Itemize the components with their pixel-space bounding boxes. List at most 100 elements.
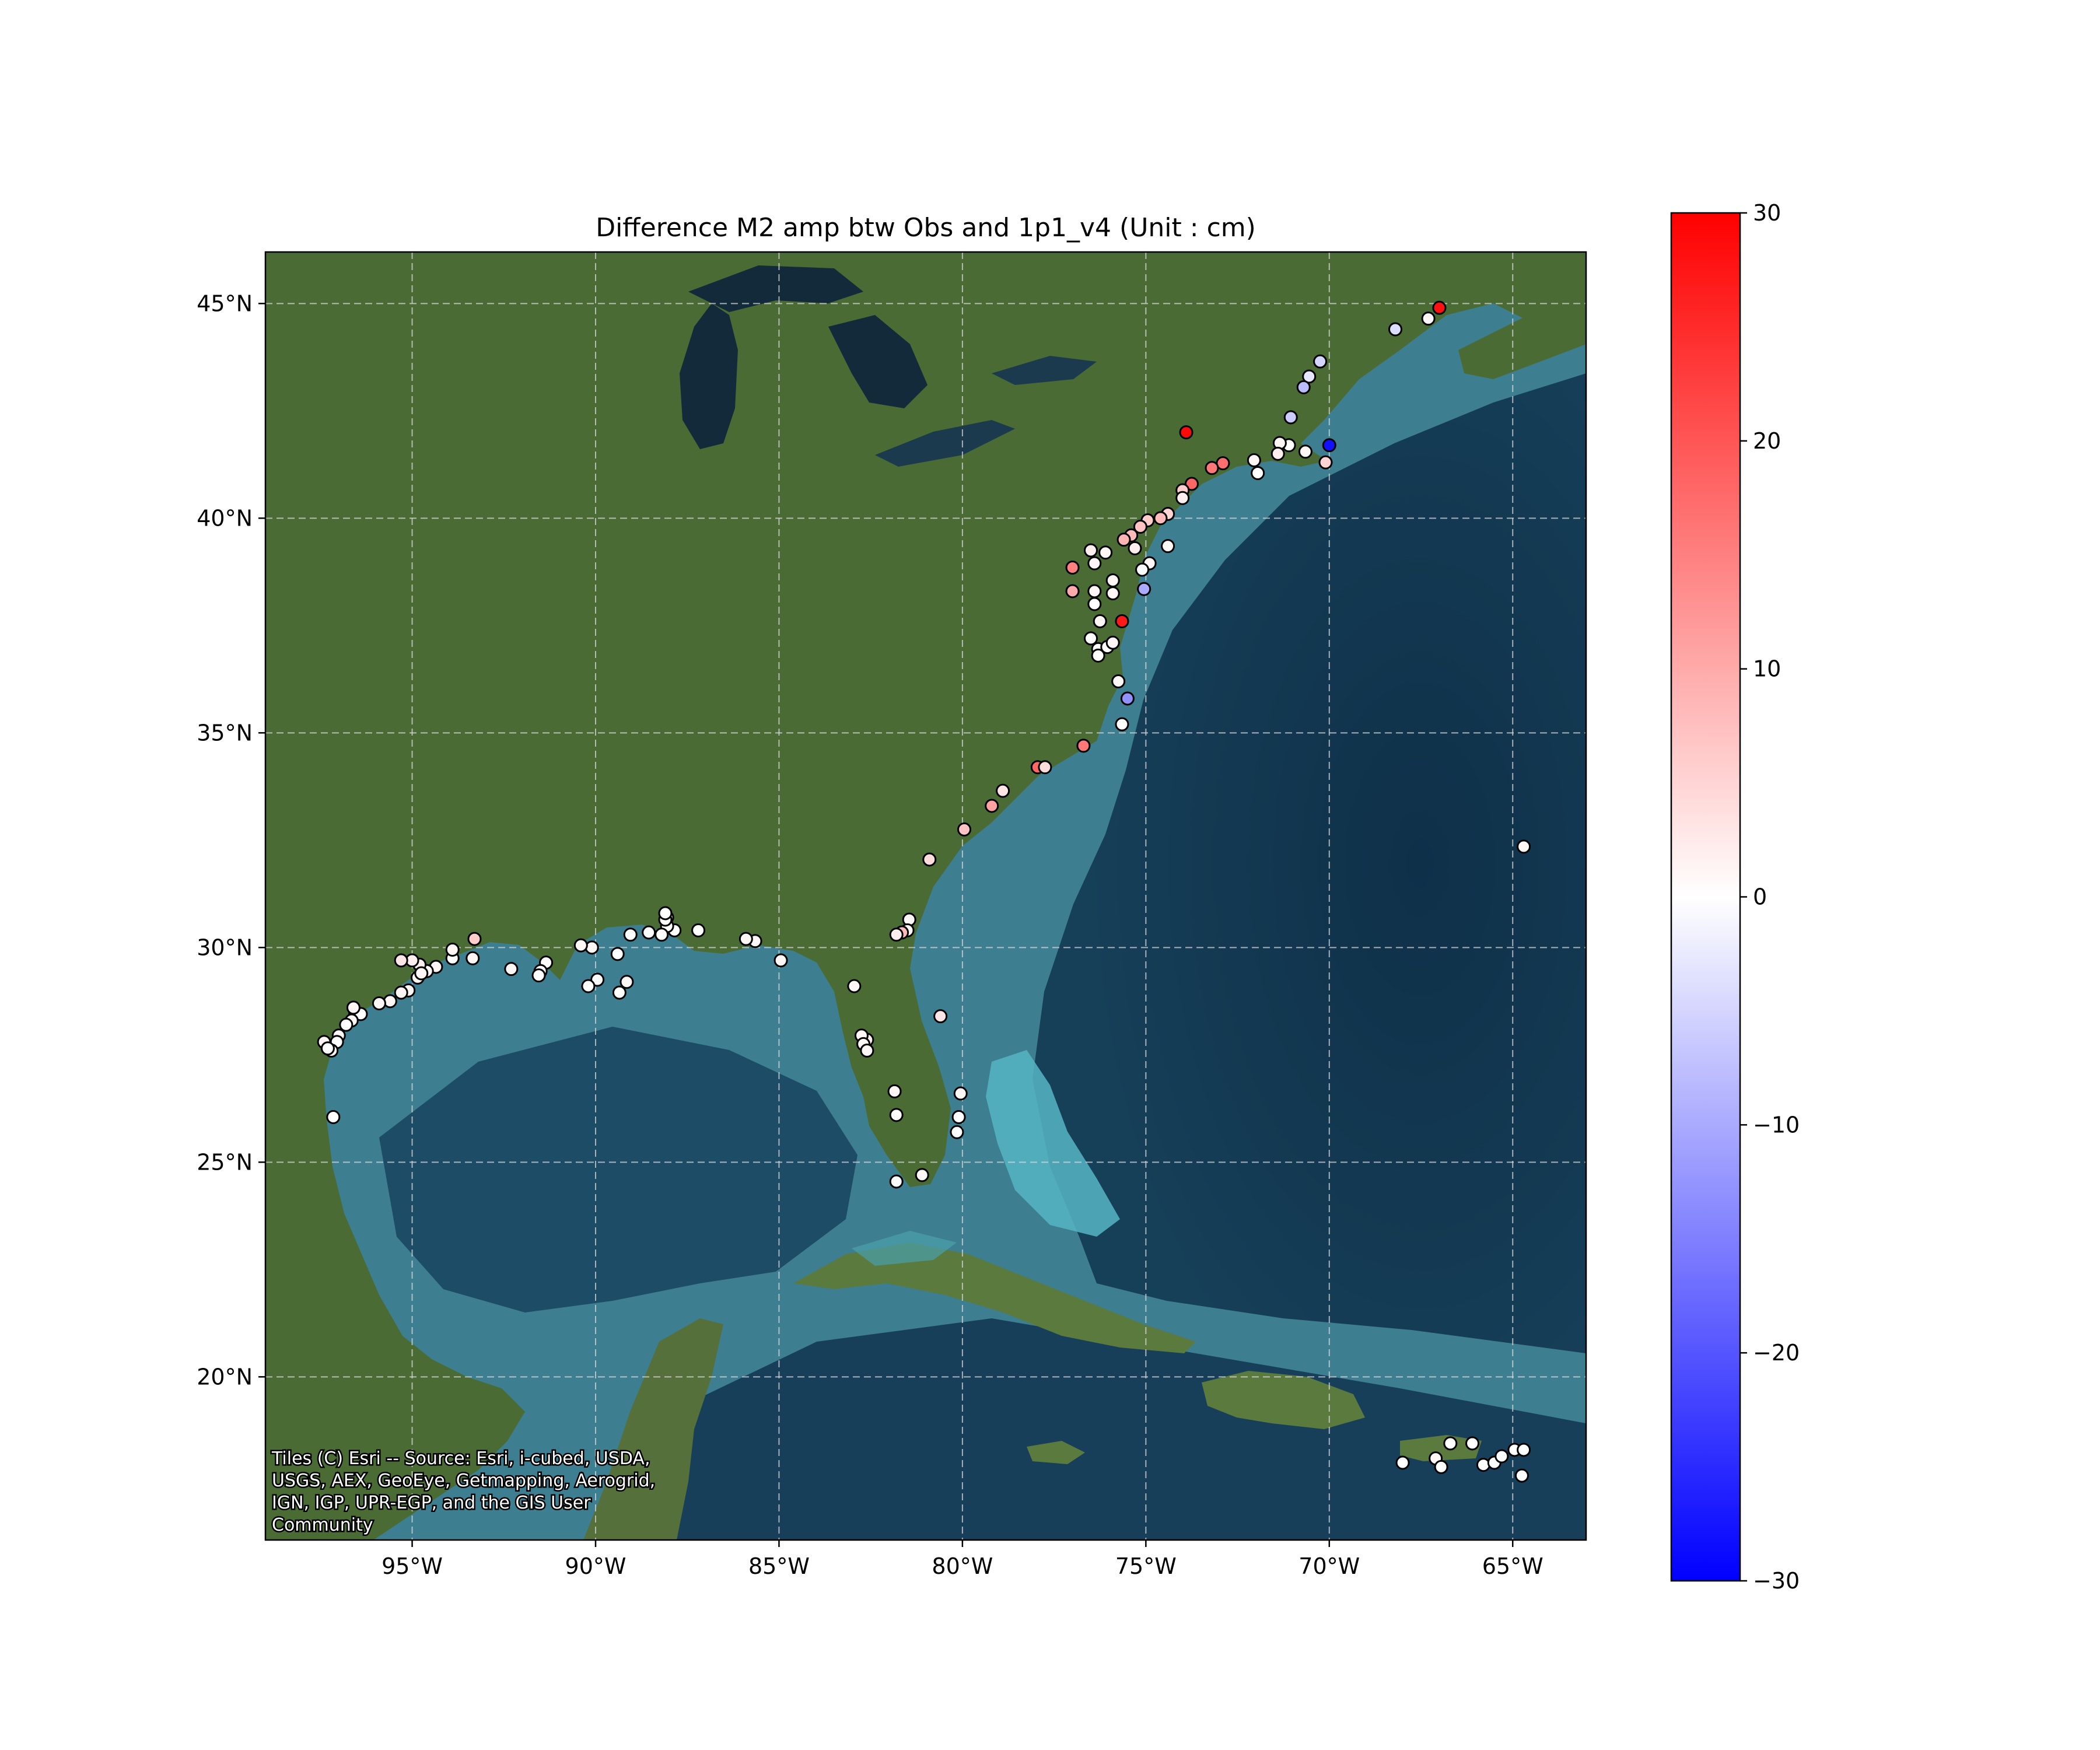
station-marker[interactable] <box>1296 380 1311 394</box>
station-marker[interactable] <box>957 822 972 836</box>
station-marker[interactable] <box>1135 562 1150 577</box>
colorbar-tick-label: −10 <box>1753 1112 1800 1138</box>
station-marker[interactable] <box>581 979 596 993</box>
station-marker[interactable] <box>467 932 482 946</box>
station-marker[interactable] <box>1298 444 1312 459</box>
station-marker[interactable] <box>1322 438 1336 453</box>
station-marker[interactable] <box>1091 648 1105 663</box>
station-marker[interactable] <box>691 923 706 937</box>
station-marker[interactable] <box>320 1041 335 1056</box>
station-marker[interactable] <box>1175 491 1190 505</box>
station-marker[interactable] <box>1087 597 1102 611</box>
station-marker[interactable] <box>1137 582 1152 596</box>
station-marker[interactable] <box>1270 446 1285 461</box>
station-marker[interactable] <box>654 928 669 942</box>
station-marker[interactable] <box>1247 453 1261 467</box>
station-marker[interactable] <box>1205 461 1219 475</box>
station-marker[interactable] <box>383 994 397 1009</box>
station-marker[interactable] <box>951 1110 966 1125</box>
station-marker[interactable] <box>1302 369 1317 384</box>
station-marker[interactable] <box>1120 691 1135 706</box>
colorbar-tick-label: −30 <box>1753 1568 1800 1594</box>
station-marker[interactable] <box>1076 738 1091 753</box>
station-marker[interactable] <box>610 947 625 961</box>
station-marker[interactable] <box>889 928 904 942</box>
station-marker[interactable] <box>1251 466 1265 481</box>
station-marker[interactable] <box>584 940 599 955</box>
station-marker[interactable] <box>1128 541 1142 555</box>
station-marker[interactable] <box>414 966 429 981</box>
station-marker[interactable] <box>1517 1443 1531 1457</box>
station-marker[interactable] <box>1434 1460 1448 1474</box>
station-marker[interactable] <box>573 938 588 953</box>
station-marker[interactable] <box>738 932 753 946</box>
station-marker[interactable] <box>1395 1455 1410 1470</box>
station-marker[interactable] <box>642 925 656 940</box>
station-marker[interactable] <box>1105 573 1120 588</box>
map-panel[interactable]: Tiles (C) Esri -- Source: Esri, i-cubed,… <box>265 252 1586 1540</box>
station-marker[interactable] <box>889 1174 904 1189</box>
station-marker[interactable] <box>996 783 1010 798</box>
lat-tick-label: 30°N <box>197 935 253 960</box>
land-hispaniola <box>1202 1371 1365 1429</box>
station-marker[interactable] <box>620 975 634 989</box>
station-marker[interactable] <box>612 985 626 1000</box>
station-marker[interactable] <box>1111 674 1126 688</box>
station-marker[interactable] <box>985 799 999 813</box>
station-marker[interactable] <box>466 951 480 965</box>
station-marker[interactable] <box>1038 760 1052 775</box>
station-marker[interactable] <box>346 1000 360 1015</box>
station-marker[interactable] <box>1313 354 1328 369</box>
station-marker[interactable] <box>1105 586 1120 601</box>
station-marker[interactable] <box>933 1009 948 1024</box>
station-marker[interactable] <box>1179 425 1194 440</box>
station-marker[interactable] <box>953 1086 968 1101</box>
station-marker[interactable] <box>339 1017 354 1032</box>
station-marker[interactable] <box>1514 1468 1529 1483</box>
station-marker[interactable] <box>860 1043 874 1058</box>
station-marker[interactable] <box>1443 1436 1458 1451</box>
station-marker[interactable] <box>1153 511 1168 526</box>
station-marker[interactable] <box>531 968 546 983</box>
station-marker[interactable] <box>1388 322 1402 337</box>
station-marker[interactable] <box>1318 455 1333 470</box>
station-marker[interactable] <box>1116 533 1131 547</box>
station-marker[interactable] <box>504 962 519 977</box>
station-marker[interactable] <box>847 979 862 993</box>
station-marker[interactable] <box>1105 635 1120 650</box>
station-marker[interactable] <box>915 1168 929 1182</box>
station-marker[interactable] <box>394 985 408 1000</box>
station-marker[interactable] <box>887 1084 902 1098</box>
station-marker[interactable] <box>889 1108 904 1122</box>
station-marker[interactable] <box>1065 560 1080 575</box>
station-marker[interactable] <box>774 953 788 968</box>
station-marker[interactable] <box>372 996 386 1010</box>
lake-ontario <box>992 356 1097 385</box>
station-marker[interactable] <box>1065 584 1080 598</box>
station-marker[interactable] <box>1087 556 1102 570</box>
station-marker[interactable] <box>326 1110 341 1125</box>
station-marker[interactable] <box>1517 839 1531 854</box>
station-marker[interactable] <box>1133 520 1147 534</box>
bahamas-bank <box>986 1050 1120 1237</box>
station-marker[interactable] <box>922 852 937 867</box>
station-marker[interactable] <box>1084 631 1098 646</box>
station-marker[interactable] <box>394 953 408 968</box>
station-marker[interactable] <box>1421 312 1436 326</box>
station-marker[interactable] <box>1093 614 1107 628</box>
station-marker[interactable] <box>1283 410 1298 425</box>
station-marker[interactable] <box>1494 1449 1509 1464</box>
station-marker[interactable] <box>1115 717 1129 732</box>
station-marker[interactable] <box>950 1125 964 1139</box>
station-marker[interactable] <box>623 928 638 942</box>
station-marker[interactable] <box>1432 300 1447 315</box>
station-marker[interactable] <box>1465 1436 1480 1451</box>
station-marker[interactable] <box>445 943 460 957</box>
station-marker[interactable] <box>1115 614 1129 628</box>
station-marker[interactable] <box>1084 543 1098 558</box>
station-marker[interactable] <box>1098 545 1113 560</box>
station-marker[interactable] <box>1087 584 1102 598</box>
station-marker[interactable] <box>1161 539 1175 554</box>
station-marker[interactable] <box>658 906 673 921</box>
station-marker[interactable] <box>1476 1458 1490 1472</box>
